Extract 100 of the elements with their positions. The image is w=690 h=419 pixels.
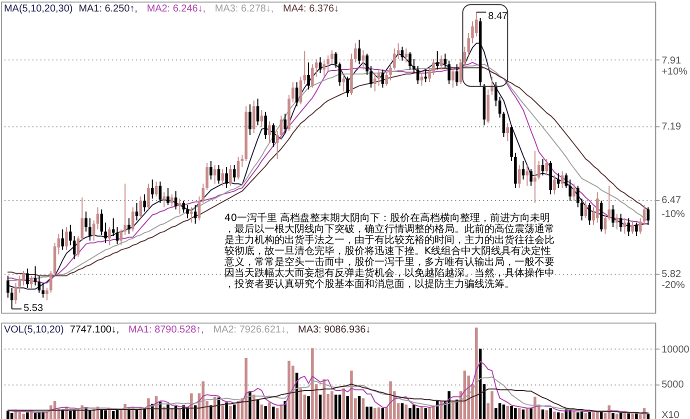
y-tick-label: 5.82 (662, 268, 682, 280)
candlestick (448, 60, 450, 84)
candlestick (564, 172, 568, 188)
candlestick (518, 164, 521, 188)
candlestick (631, 220, 634, 234)
candlestick (147, 183, 150, 210)
candlestick (84, 211, 88, 232)
candlestick (256, 98, 260, 126)
candlestick (556, 172, 560, 188)
text: MA4: 6.376↓ (283, 4, 340, 15)
candlestick (627, 218, 630, 237)
candlestick (494, 82, 498, 107)
chart-title: VOL(5,10,20) (4, 324, 64, 336)
candlestick (92, 220, 96, 242)
candlestick (143, 194, 146, 212)
candlestick (534, 150, 536, 204)
candlestick (420, 72, 424, 86)
candlestick (428, 67, 431, 83)
candlestick (80, 197, 84, 242)
text: MA2: 6.246↓, (146, 4, 206, 15)
candlestick (124, 183, 126, 236)
candlestick (22, 270, 25, 286)
candlestick (210, 160, 212, 180)
candlestick (635, 222, 638, 237)
y2-tick-label: +10% (662, 66, 688, 78)
candlestick (232, 164, 236, 182)
candlestick (366, 53, 368, 76)
candlestick (61, 228, 64, 250)
candlestick (186, 204, 189, 219)
text: MA1: 6.250↑, (78, 4, 138, 15)
candlestick (467, 32, 470, 56)
candlestick (623, 218, 626, 234)
candlestick (526, 164, 529, 186)
candlestick (506, 122, 510, 142)
y-tick-label: X10 (662, 410, 680, 419)
candlestick (432, 58, 435, 76)
candlestick (150, 179, 154, 200)
candlestick (213, 164, 216, 184)
candlestick (49, 270, 52, 294)
candlestick (26, 268, 29, 288)
candlestick (440, 54, 443, 70)
candlestick (475, 12, 478, 37)
candlestick (385, 70, 388, 86)
candlestick (229, 164, 232, 186)
candlestick (330, 50, 334, 65)
candlestick (374, 72, 376, 92)
candlestick (190, 206, 193, 224)
candlestick (389, 64, 392, 81)
candlestick (88, 218, 92, 242)
candlestick (206, 162, 208, 191)
candlestick (268, 120, 271, 144)
candlestick (642, 204, 646, 226)
candlestick (463, 46, 466, 66)
candlestick (471, 20, 474, 44)
candlestick (314, 58, 318, 78)
candlestick (596, 192, 599, 224)
y-tick-label: 5000 (662, 380, 684, 391)
annotation: 40一泻千里 高档盘整末期大阴向下：股价在高档横向整理，前进方向未明，最后以一根大阴线向下突破，确立行情调整的格局。此前的高位震荡通常是主力机构的出货手法之一，由于有比较充裕的时间，主力的出货往往会比较彻底，故一旦清仓完毕，股价将迅速下挫。K线组合中大阴线具有决定性意义，常常是空头一击而中，股价一泻千里，多方唯有认输出局，一般不要因当天跌幅太大而妄想有反弹走货机会，以免越陷越深。当然，具体操作中，投资者要认真研究个股基本面和消息面，以提防主力骗线洗筹。 (223, 212, 554, 290)
candlestick (576, 185, 580, 208)
candlestick (252, 100, 256, 134)
candlestick (334, 51, 338, 68)
candlestick (135, 202, 138, 221)
candlestick (530, 168, 532, 186)
candlestick (6, 275, 10, 298)
candlestick (100, 208, 104, 236)
candlestick (139, 196, 142, 219)
candlestick (248, 104, 252, 136)
candlestick (412, 58, 416, 74)
candlestick (69, 224, 72, 246)
annotation: 5.53 (24, 302, 44, 314)
candlestick (236, 156, 240, 180)
candlestick (608, 185, 611, 221)
candlestick (46, 287, 48, 301)
candlestick (292, 82, 294, 103)
candlestick (322, 60, 326, 78)
text: MA3: 9086.936↓ (298, 324, 371, 336)
candlestick (225, 166, 228, 188)
candlestick (30, 275, 33, 290)
candlestick (584, 200, 588, 219)
text: MA2: 7926.621↓, (213, 324, 289, 336)
candlestick (370, 65, 372, 88)
candlestick (104, 222, 107, 244)
candlestick (131, 206, 134, 232)
candlestick (128, 218, 130, 234)
candlestick (202, 183, 205, 204)
candlestick (260, 109, 264, 128)
candlestick (198, 196, 201, 221)
y2-tick-label: -20% (662, 280, 685, 292)
candlestick (264, 111, 267, 140)
annotation: 8.47 (488, 11, 508, 22)
candlestick (272, 122, 275, 148)
text: MA3: 6.278↓, (214, 4, 274, 15)
candlestick (170, 194, 174, 208)
candlestick (568, 179, 572, 202)
candlestick (572, 183, 576, 202)
candlestick (616, 213, 618, 230)
candlestick (537, 160, 540, 180)
candlestick (346, 76, 349, 98)
candlestick (154, 181, 158, 197)
candlestick (299, 76, 302, 105)
